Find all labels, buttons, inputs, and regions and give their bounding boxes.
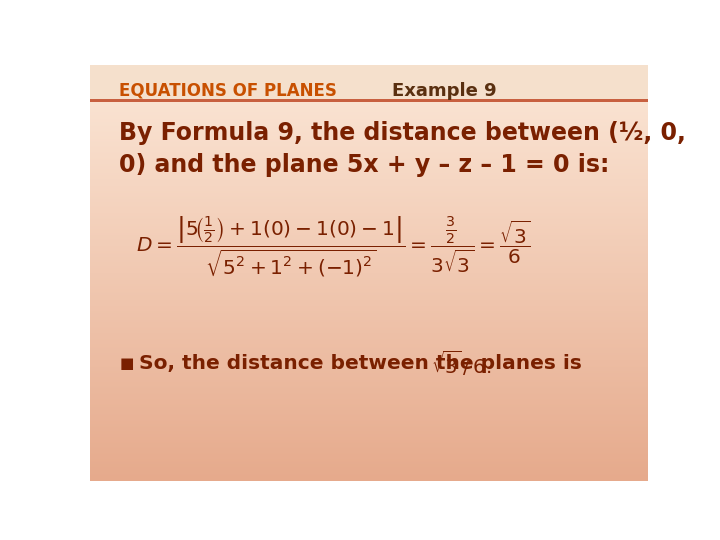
FancyBboxPatch shape xyxy=(90,65,648,102)
Text: $\sqrt{3}\,/\,6.$: $\sqrt{3}\,/\,6.$ xyxy=(431,349,491,378)
Text: By Formula 9, the distance between (½, 0,: By Formula 9, the distance between (½, 0… xyxy=(120,120,686,145)
Text: EQUATIONS OF PLANES: EQUATIONS OF PLANES xyxy=(120,82,338,100)
FancyBboxPatch shape xyxy=(90,99,648,102)
Text: So, the distance between the planes is: So, the distance between the planes is xyxy=(132,354,589,373)
Text: ■: ■ xyxy=(120,356,134,371)
Text: $D = \dfrac{\left|5\!\left(\frac{1}{2}\right)+1(0)-1(0)-1\right|}{\sqrt{5^2+1^2+: $D = \dfrac{\left|5\!\left(\frac{1}{2}\r… xyxy=(137,214,531,278)
Text: 0) and the plane 5x + y – z – 1 = 0 is:: 0) and the plane 5x + y – z – 1 = 0 is: xyxy=(120,153,610,177)
Text: Example 9: Example 9 xyxy=(392,82,497,100)
